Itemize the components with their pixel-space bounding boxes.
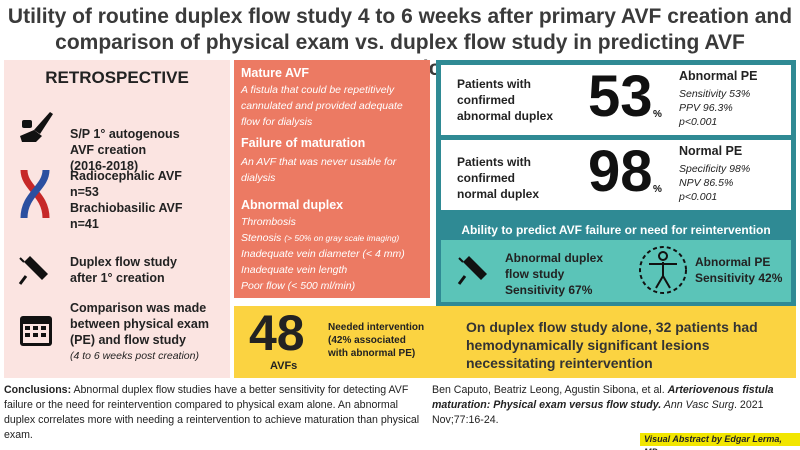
calendar-icon (20, 316, 52, 346)
mature-avf-definition: A fistula that could be repetitively can… (241, 84, 403, 128)
ultrasound-probe-icon (18, 256, 48, 285)
mature-avf-heading: Mature AVF (241, 66, 310, 80)
results-panel: Patients with confirmed abnormal duplex … (436, 60, 796, 308)
conclusion: Conclusions: Abnormal duplex flow studie… (4, 384, 420, 441)
creation-text: S/P 1° autogenous AVF creation (2016-201… (70, 127, 180, 173)
abnormal-duplex-card: Patients with confirmed abnormal duplex … (441, 64, 791, 135)
retrospective-heading: RETROSPECTIVE (45, 68, 189, 87)
failure-heading: Failure of maturation (241, 136, 366, 150)
needed-intervention-text: Needed intervention (42% associated with… (328, 322, 425, 359)
duplex-text: Duplex flow study after 1° creation (70, 255, 177, 285)
ultrasound-probe-icon (457, 256, 487, 285)
comparison-text: Comparison was made between physical exa… (70, 301, 209, 362)
access-text: Radiocephalic AVF n=53 Brachiobasilic AV… (70, 169, 183, 231)
duplex-sensitivity-text: Abnormal duplex flow study Sensitivity 6… (505, 251, 604, 297)
avf-unit: AVFs (270, 360, 298, 372)
prediction-ability-heading: Ability to predict AVF failure or need f… (441, 220, 791, 240)
abnormal-duplex-percent: 53 (588, 64, 653, 129)
title-line-1: Utility of routine duplex flow study 4 t… (7, 5, 793, 28)
abnormal-duplex-heading: Abnormal duplex (241, 198, 344, 212)
abnormal-duplex-criteria: Thrombosis Stenosis (> 50% on gray scale… (241, 216, 405, 292)
scalpel-hand-icon (20, 112, 53, 142)
normal-duplex-percent: 98 (588, 139, 653, 204)
pe-sensitivity-text: Abnormal PE Sensitivity 42% (695, 255, 783, 285)
author-credit: Visual Abstract by Edgar Lerma, MD (640, 433, 800, 450)
normal-duplex-card: Patients with confirmed normal duplex 98… (441, 139, 791, 210)
normal-pe-heading: Normal PE (679, 144, 743, 158)
definitions-panel: Mature AVF A fistula that could be repet… (234, 60, 430, 298)
body-exam-icon (639, 246, 687, 294)
duplex-alone-finding: On duplex flow study alone, 32 patients … (466, 319, 758, 371)
citation: Ben Caputo, Beatriz Leong, Agustin Sibon… (432, 384, 774, 426)
normal-pe-stats: Specificity 98% NPV 86.5% p<0.001 (679, 163, 751, 203)
abnormal-pe-heading: Abnormal PE (679, 69, 758, 83)
vessel-icon (20, 169, 50, 219)
prediction-ability-box: Ability to predict AVF failure or need f… (441, 220, 791, 302)
abnormal-pe-stats: Sensitivity 53% PPV 96.3% p<0.001 (679, 88, 751, 128)
study-design-panel: RETROSPECTIVE S/P 1° autogenous AVF crea… (4, 60, 230, 378)
failure-definition: An AVF that was never usable for dialysi… (241, 156, 397, 184)
intervention-summary: 48 AVFs Needed intervention (42% associa… (234, 305, 796, 378)
avf-count: 48 (249, 305, 305, 361)
